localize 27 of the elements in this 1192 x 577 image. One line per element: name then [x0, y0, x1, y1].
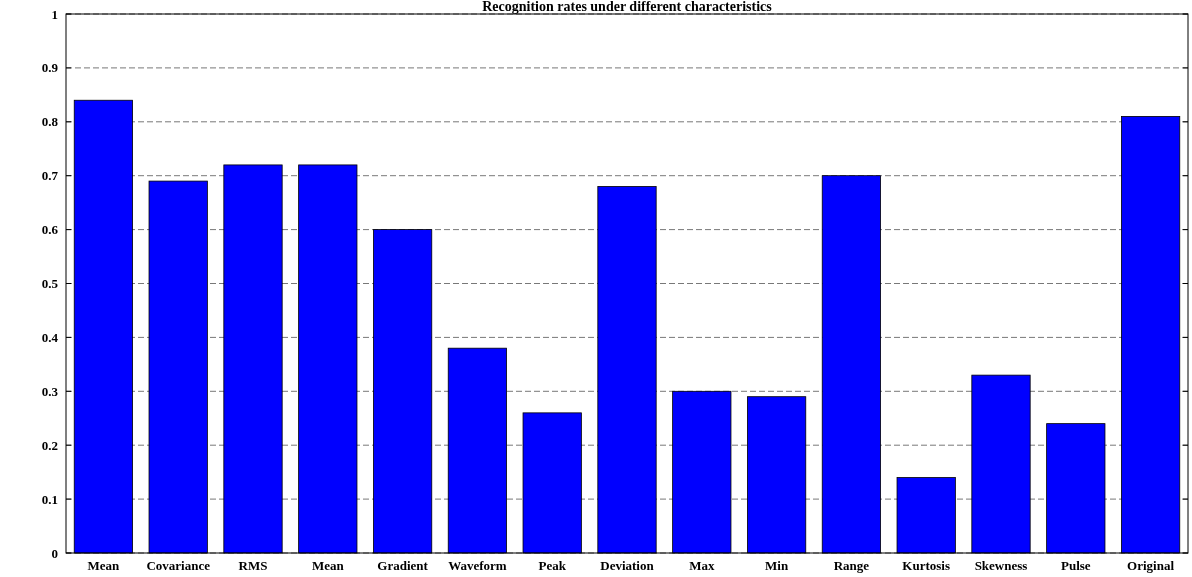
y-tick-label: 0.4 — [41, 329, 59, 345]
x-tick-label: Min — [765, 558, 789, 573]
x-tick-label: Waveform — [448, 558, 507, 573]
y-tick-label: 0.5 — [41, 276, 59, 292]
x-tick-label: Pulse — [1060, 558, 1091, 573]
chart-title: Recognition rates under different characteristics — [482, 0, 773, 14]
y-tick-label: 0.3 — [41, 383, 59, 399]
y-tick-label: 0.2 — [41, 437, 58, 453]
x-tick-label: Peak — [538, 558, 567, 573]
y-tick-label: 0.6 — [41, 222, 59, 238]
y-tick-label: 0.9 — [41, 60, 59, 76]
y-tick-label: 0.1 — [41, 491, 58, 507]
y-tick-label: 1 — [51, 6, 58, 22]
x-tick-label: Range — [833, 558, 870, 573]
y-tick-label: 0 — [51, 545, 58, 561]
x-tick-label: Covariance — [146, 558, 211, 573]
x-tick-label: Gradient — [377, 558, 429, 573]
x-tick-label: Skewness — [974, 558, 1028, 573]
y-tick-label: 0.8 — [41, 114, 59, 130]
x-tick-label: Mean — [87, 558, 121, 573]
x-tick-label: Original — [1127, 558, 1175, 573]
x-tick-label: Max — [689, 558, 715, 573]
y-tick-label: 0.7 — [41, 168, 59, 184]
x-tick-label: Kurtosis — [902, 558, 951, 573]
x-tick-label: Mean — [311, 558, 345, 573]
x-tick-label: RMS — [238, 558, 268, 573]
x-tick-label: Deviation — [600, 558, 655, 573]
